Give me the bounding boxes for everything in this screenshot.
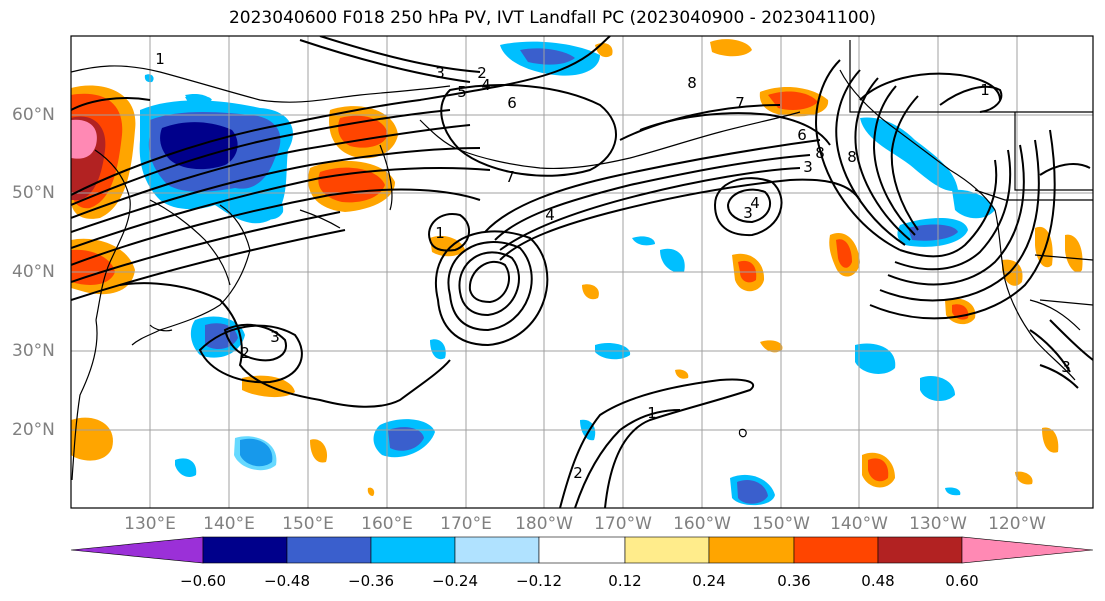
colorbar-tick-label: −0.36	[348, 572, 394, 590]
contour-label: 3	[803, 158, 813, 176]
contour-label: 4	[750, 194, 760, 212]
contour-label: 6	[797, 126, 807, 144]
lon-tick-label: 130°E	[124, 514, 176, 534]
lat-tick-label: 50°N	[12, 183, 55, 203]
contour-label: 1	[980, 81, 990, 99]
map-title: 2023040600 F018 250 hPa PV, IVT Landfall…	[228, 8, 876, 28]
contour-label: 5	[457, 83, 467, 101]
lon-tick-label: 150°E	[282, 514, 334, 534]
lon-tick-label: 130°W	[909, 514, 967, 534]
lon-tick-label: 180°W	[515, 514, 573, 534]
contour-label: 7	[735, 94, 745, 112]
gridlines	[71, 36, 1093, 508]
colorbar-tick-label: 0.48	[861, 572, 895, 590]
contour-labels: 1 1 1 1 2 2 2 3 3 3 3 3 4 4 4 5 6 6 7 7 …	[155, 50, 1071, 482]
colorbar	[70, 536, 1094, 564]
contour-label: 3	[1061, 358, 1071, 376]
ivt-contours	[71, 36, 1093, 508]
colorbar-tick-label: 0.36	[777, 572, 811, 590]
contour-label: 7	[505, 168, 515, 186]
contour-label: 8	[847, 148, 857, 166]
lat-tick-label: 40°N	[12, 262, 55, 282]
contour-label: 1	[155, 50, 165, 68]
colorbar-swatch	[202, 536, 288, 564]
contour-label: 2	[477, 64, 487, 82]
colorbar-swatch	[286, 536, 372, 564]
lon-tick-label: 140°E	[203, 514, 255, 534]
lon-tick-label: 120°W	[988, 514, 1046, 534]
colorbar-tick-label: −0.60	[180, 572, 226, 590]
contour-label: 4	[545, 206, 555, 224]
contour-label: 1	[647, 404, 657, 422]
contour-label: 3	[743, 204, 753, 222]
contour-label: 1	[435, 224, 445, 242]
lon-tick-label: 170°W	[594, 514, 652, 534]
colorbar-swatch	[624, 536, 710, 564]
contour-label: 8	[815, 144, 825, 162]
contour-label: 6	[507, 94, 517, 112]
colorbar-extend-low	[70, 536, 204, 564]
contour-label: 2	[573, 464, 583, 482]
colorbar-swatch	[454, 536, 540, 564]
contour-label: 2	[240, 344, 250, 362]
colorbar-tick-label: −0.12	[516, 572, 562, 590]
map-frame	[70, 35, 1094, 509]
colorbar-tick-label: −0.48	[264, 572, 310, 590]
contour-label: 4	[481, 76, 491, 94]
lon-tick-label: 150°W	[752, 514, 810, 534]
lon-tick-label: 170°E	[440, 514, 492, 534]
map-plot-area: 1 1 1 1 2 2 2 3 3 3 3 3 4 4 4 5 6 6 7 7 …	[71, 36, 1093, 508]
colorbar-tick-label: 0.12	[608, 572, 642, 590]
lon-tick-label: 160°E	[361, 514, 413, 534]
colorbar-swatch	[538, 536, 626, 564]
colorbar-swatch	[708, 536, 795, 564]
colorbar-extend-high	[961, 536, 1094, 564]
colorbar-swatch	[370, 536, 456, 564]
lon-tick-label: 160°W	[673, 514, 731, 534]
lon-tick-label: 140°W	[830, 514, 888, 534]
colorbar-tick-label: 0.24	[692, 572, 726, 590]
coastlines	[71, 40, 1093, 481]
lat-tick-label: 60°N	[12, 105, 55, 125]
contour-label: 3	[270, 328, 280, 346]
colorbar-tick-label: 0.60	[945, 572, 979, 590]
lat-tick-label: 30°N	[12, 341, 55, 361]
contour-label: 8	[687, 74, 697, 92]
colorbar-swatch	[793, 536, 879, 564]
contour-label: 3	[435, 64, 445, 82]
colorbar-swatch	[877, 536, 963, 564]
lat-tick-label: 20°N	[12, 420, 55, 440]
colorbar-tick-label: −0.24	[432, 572, 478, 590]
